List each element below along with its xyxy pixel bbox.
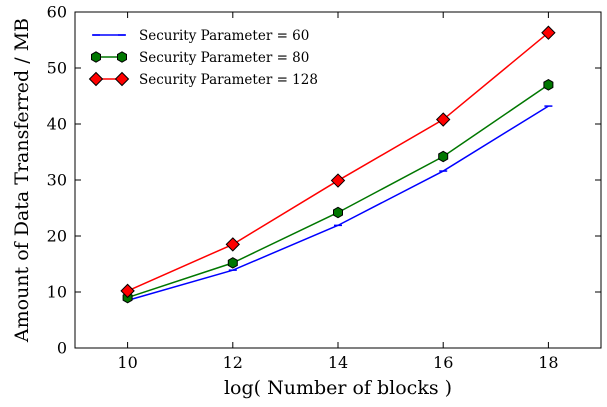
y-tick-label: 0 bbox=[57, 339, 67, 358]
diamond-marker bbox=[225, 237, 241, 252]
y-tick-label: 50 bbox=[47, 59, 67, 78]
legend-label: Security Parameter = 60 bbox=[139, 28, 309, 44]
series-line bbox=[127, 105, 549, 302]
y-tick-label: 40 bbox=[47, 115, 67, 134]
hexagon-marker bbox=[333, 206, 343, 219]
diamond-marker bbox=[114, 71, 130, 87]
y-axis-label: Amount of Data Transferred / MB bbox=[11, 18, 33, 343]
x-axis-label: log( Number of blocks ) bbox=[224, 377, 452, 399]
x-tick-label: 14 bbox=[328, 353, 348, 372]
diamond-marker bbox=[435, 112, 451, 127]
legend-item-1: Security Parameter = 60 bbox=[92, 28, 309, 44]
y-tick-label: 20 bbox=[47, 227, 67, 246]
hexagon-marker bbox=[117, 51, 127, 63]
legend-item-2: Security Parameter = 80 bbox=[91, 50, 309, 66]
series-line bbox=[127, 84, 549, 299]
y-tick-label: 10 bbox=[47, 283, 67, 302]
diamond-marker bbox=[88, 71, 104, 87]
legend-label: Security Parameter = 80 bbox=[139, 50, 309, 66]
y-tick-label: 60 bbox=[47, 3, 67, 22]
hexagon-marker bbox=[543, 79, 554, 91]
hexagon-marker bbox=[227, 257, 238, 269]
x-tick-label: 18 bbox=[538, 353, 558, 372]
legend-item-3: Security Parameter = 128 bbox=[88, 71, 318, 88]
diamond-marker bbox=[120, 283, 135, 299]
hexagon-marker bbox=[91, 51, 101, 63]
series-1 bbox=[123, 105, 553, 302]
series-2 bbox=[122, 79, 554, 304]
diamond-marker bbox=[541, 25, 556, 40]
legend: Security Parameter = 60 Security Paramete… bbox=[88, 28, 318, 88]
x-tick-label: 16 bbox=[433, 353, 453, 372]
axes: 10 12 14 16 18 0 10 20 30 40 50 60 bbox=[47, 3, 602, 372]
series-group bbox=[120, 25, 556, 304]
y-tick-label: 30 bbox=[47, 171, 67, 190]
diamond-marker bbox=[330, 173, 346, 188]
legend-label: Security Parameter = 128 bbox=[139, 72, 318, 88]
x-tick-label: 10 bbox=[117, 353, 137, 372]
x-tick-label: 12 bbox=[223, 353, 243, 372]
series-3 bbox=[120, 25, 556, 299]
hexagon-marker bbox=[438, 150, 449, 163]
